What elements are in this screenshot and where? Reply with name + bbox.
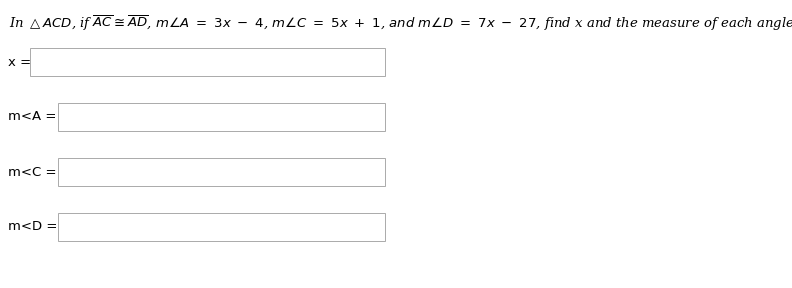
- Bar: [58, 158, 385, 186]
- Text: m<A =: m<A =: [8, 111, 56, 124]
- Text: In $\triangle ACD$, if $\overline{AC} \cong \overline{AD}$, $m\angle A\ =\ 3x\ -: In $\triangle ACD$, if $\overline{AC} \c…: [9, 14, 792, 33]
- Bar: [58, 213, 385, 241]
- Bar: [30, 48, 385, 76]
- Bar: [58, 103, 385, 131]
- Text: m<C =: m<C =: [8, 166, 56, 179]
- Text: x =: x =: [8, 56, 31, 69]
- Text: m<D =: m<D =: [8, 221, 57, 234]
